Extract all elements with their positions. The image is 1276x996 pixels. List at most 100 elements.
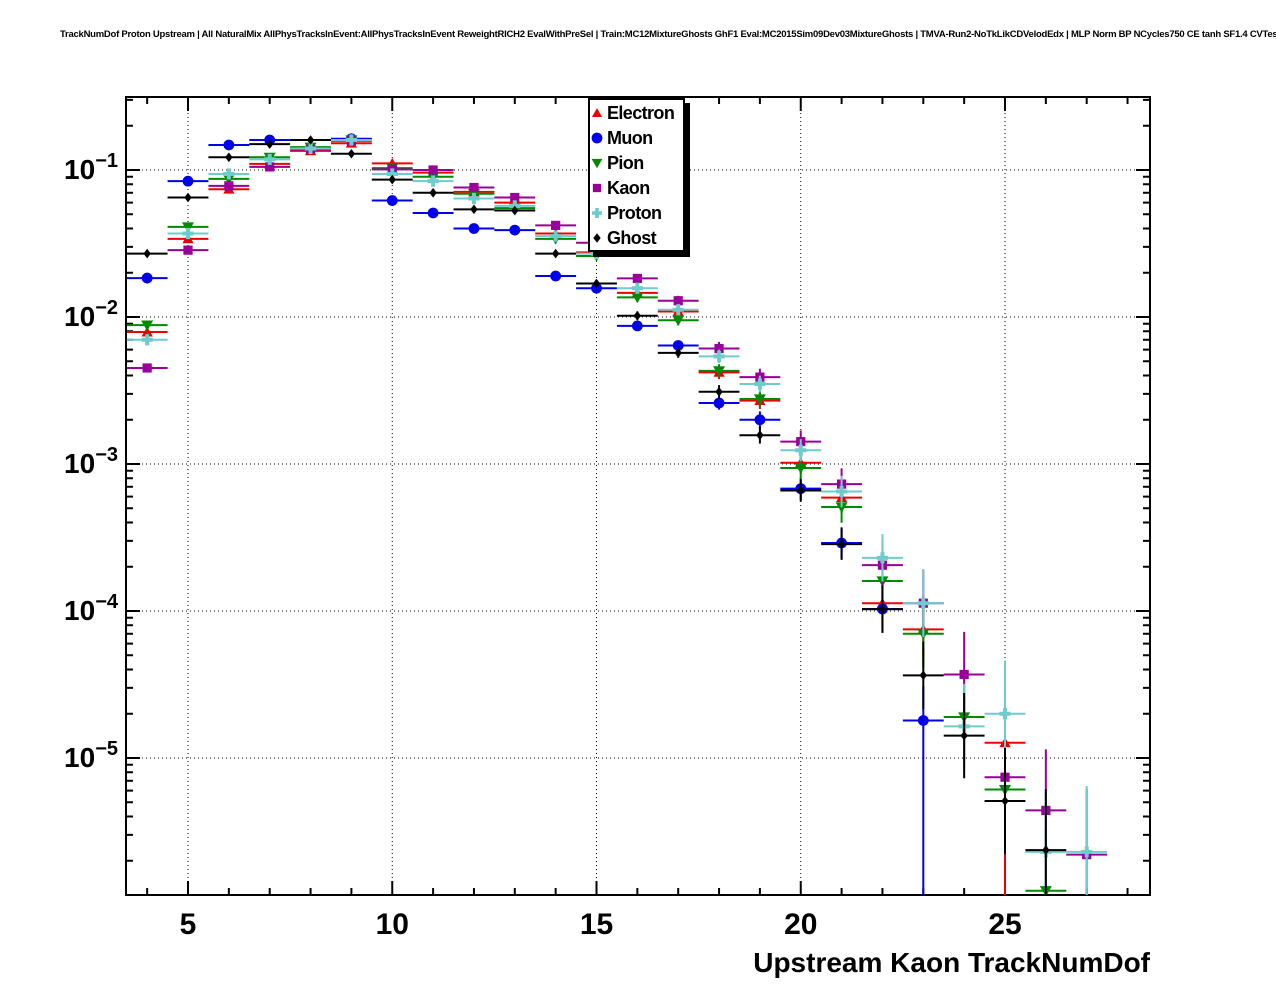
data-point	[184, 192, 192, 203]
legend-item-muon: Muon	[590, 125, 683, 150]
x-tick-label: 5	[180, 908, 197, 941]
data-point	[714, 343, 724, 354]
legend-item-proton: Proton	[590, 200, 683, 225]
data-point	[1042, 845, 1050, 855]
data-point	[141, 320, 154, 331]
legend-label-muon: Muon	[607, 127, 653, 148]
data-point	[633, 310, 642, 321]
kaon-marker-icon	[590, 179, 607, 197]
data-point	[468, 192, 480, 205]
data-point	[1001, 796, 1009, 806]
series-muon	[126, 133, 944, 895]
data-point	[797, 485, 805, 496]
data-point	[511, 205, 519, 216]
data-point	[551, 220, 561, 230]
data-point	[632, 273, 642, 284]
data-point	[141, 334, 153, 346]
data-point	[345, 134, 357, 146]
y-tick-label: 10−2	[64, 297, 118, 332]
data-point	[715, 386, 723, 397]
data-point	[182, 227, 194, 240]
data-point	[388, 174, 396, 185]
data-point	[183, 245, 193, 255]
data-point	[264, 153, 276, 166]
data-point	[224, 181, 234, 191]
data-point	[1081, 846, 1093, 858]
data-point	[469, 182, 479, 193]
data-point	[674, 348, 682, 358]
x-tick-label: 15	[580, 908, 613, 941]
proton-marker-icon	[590, 204, 607, 222]
data-point	[917, 715, 929, 726]
data-point	[999, 708, 1011, 720]
data-point	[386, 195, 398, 206]
data-point	[592, 278, 601, 289]
legend-item-electron: Electron	[590, 100, 683, 125]
data-point	[835, 502, 848, 513]
data-point	[959, 669, 969, 680]
data-point	[631, 292, 644, 304]
data-point	[427, 175, 439, 187]
data-point	[182, 222, 194, 233]
data-point	[878, 604, 887, 614]
data-point	[631, 320, 643, 332]
canvas-title: TrackNumDof Proton Upstream | All Natura…	[60, 29, 1276, 40]
data-point	[794, 463, 807, 474]
data-point	[550, 270, 562, 282]
data-point	[591, 158, 603, 168]
electron-marker-icon	[590, 104, 607, 122]
data-point	[917, 597, 929, 609]
legend-item-kaon: Kaon	[590, 175, 683, 200]
data-point	[837, 539, 846, 549]
data-point	[551, 248, 560, 259]
data-point	[756, 430, 764, 441]
data-point	[223, 168, 235, 180]
legend-label-pion: Pion	[607, 152, 644, 173]
data-point	[265, 162, 275, 172]
series-electron	[126, 137, 1026, 895]
data-point	[836, 485, 848, 498]
data-layer	[126, 133, 1108, 895]
legend-item-ghost: Ghost	[590, 225, 683, 250]
x-tick-label: 20	[784, 908, 817, 941]
legend-label-kaon: Kaon	[607, 177, 650, 198]
pion-marker-icon	[590, 154, 607, 172]
legend: Electron Muon Pion Kaon Proton Ghost	[588, 98, 685, 252]
data-point	[347, 148, 356, 159]
data-point	[591, 107, 603, 117]
data-point	[141, 272, 153, 284]
data-point	[509, 224, 521, 236]
series-proton	[126, 134, 1108, 895]
data-point	[142, 363, 152, 373]
data-point	[591, 132, 603, 143]
y-tick-label: 10−3	[64, 444, 118, 479]
data-point	[182, 175, 194, 187]
data-point	[550, 230, 562, 242]
data-point	[713, 397, 725, 409]
x-axis-title: Upstream Kaon TrackNumDof	[753, 947, 1150, 978]
data-point	[754, 378, 766, 390]
data-point	[470, 204, 478, 215]
x-tick-label: 25	[988, 908, 1021, 941]
data-point	[876, 552, 889, 564]
data-point	[429, 187, 437, 198]
data-point	[795, 444, 807, 456]
data-point	[754, 414, 766, 426]
y-tick-label: 10−4	[64, 591, 119, 626]
x-tick-label: 10	[376, 908, 409, 941]
ghost-marker-icon	[590, 229, 607, 247]
data-point	[631, 282, 643, 294]
data-point	[919, 670, 927, 681]
y-tick-label: 10−5	[64, 738, 118, 773]
data-point	[306, 135, 315, 145]
data-point	[672, 315, 685, 327]
data-point	[510, 192, 520, 203]
data-point	[143, 248, 151, 259]
data-point	[672, 304, 684, 316]
data-point	[468, 223, 480, 234]
data-point	[225, 152, 233, 163]
data-point	[593, 232, 601, 243]
legend-item-pion: Pion	[590, 150, 683, 175]
legend-label-electron: Electron	[607, 102, 675, 123]
